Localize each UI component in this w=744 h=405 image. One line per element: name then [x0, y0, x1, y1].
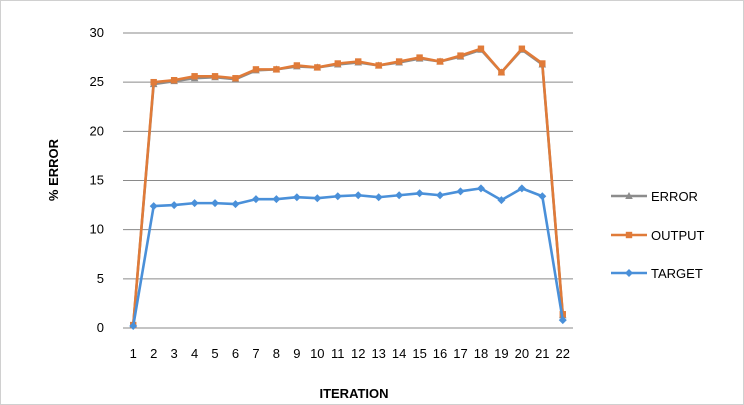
legend-label: TARGET	[651, 266, 703, 281]
data-point-target	[129, 322, 138, 331]
x-tick-label: 17	[453, 346, 467, 361]
series-output	[130, 45, 566, 329]
data-point-target	[149, 202, 158, 211]
legend-swatch-marker	[625, 269, 633, 277]
data-point-target	[395, 191, 404, 200]
data-point-output	[498, 69, 505, 76]
series-target	[129, 184, 567, 331]
legend-label: OUTPUT	[651, 228, 705, 243]
y-tick-label: 25	[90, 74, 104, 89]
data-point-target	[272, 195, 281, 204]
x-tick-label: 11	[331, 346, 345, 361]
data-point-output	[355, 58, 362, 65]
legend-item-error: ERROR	[611, 189, 698, 204]
data-point-output	[273, 66, 280, 73]
x-tick-label: 4	[191, 346, 198, 361]
x-tick-label: 1	[130, 346, 137, 361]
y-tick-label: 5	[97, 271, 104, 286]
series-line-target	[131, 187, 565, 327]
y-tick-label: 10	[90, 222, 104, 237]
data-point-target	[292, 193, 301, 202]
legend-label: ERROR	[651, 189, 698, 204]
y-tick-label: 20	[90, 123, 104, 138]
data-point-target	[211, 199, 220, 208]
series-line-error	[131, 48, 565, 326]
x-tick-label: 8	[273, 346, 280, 361]
data-point-target	[517, 184, 526, 193]
x-tick-label: 9	[293, 346, 300, 361]
data-point-output	[539, 60, 546, 67]
legend-item-output: OUTPUT	[611, 228, 705, 243]
data-point-output	[232, 75, 239, 82]
data-point-output	[293, 62, 301, 69]
data-point-output	[334, 60, 341, 67]
x-tick-label: 2	[150, 346, 157, 361]
data-point-target	[333, 192, 342, 201]
data-point-output	[170, 77, 178, 84]
x-tick-label: 19	[494, 346, 508, 361]
data-point-output	[375, 62, 382, 69]
x-tick-label: 10	[310, 346, 324, 361]
data-point-target	[538, 192, 547, 201]
x-tick-label: 18	[474, 346, 488, 361]
legend: ERROR OUTPUT TARGET	[611, 189, 705, 281]
data-point-target	[436, 191, 445, 200]
x-tick-label: 14	[392, 346, 406, 361]
x-tick-label: 21	[535, 346, 549, 361]
data-point-output	[211, 73, 219, 80]
x-tick-label: 7	[252, 346, 259, 361]
x-tick-labels: 1 2 3 4 5 6 7 8 9 10 11 12 13 14 15 16 17 18 19 20 21 22	[130, 346, 570, 361]
x-tick-label: 22	[556, 346, 570, 361]
data-point-target	[231, 200, 240, 209]
x-tick-label: 12	[351, 346, 365, 361]
y-axis-title: % ERROR	[46, 138, 61, 201]
data-point-output	[395, 58, 403, 65]
data-point-output	[477, 45, 485, 52]
data-point-target	[456, 187, 465, 196]
series-group	[129, 45, 567, 331]
gridlines	[123, 32, 573, 329]
data-point-target	[170, 201, 179, 210]
x-tick-label: 20	[515, 346, 529, 361]
data-point-output	[518, 45, 526, 52]
x-tick-label: 5	[211, 346, 218, 361]
y-tick-label: 0	[97, 320, 104, 335]
data-point-target	[251, 195, 260, 204]
data-point-target	[497, 196, 506, 205]
data-point-target	[476, 184, 485, 193]
series-line-output	[131, 47, 565, 326]
x-tick-label: 6	[232, 346, 239, 361]
legend-item-target: TARGET	[611, 266, 703, 281]
x-tick-label: 15	[412, 346, 426, 361]
x-tick-label: 3	[171, 346, 178, 361]
x-tick-label: 16	[433, 346, 447, 361]
legend-swatch-marker	[625, 192, 633, 199]
data-point-target	[313, 194, 322, 203]
y-tick-label: 15	[90, 173, 104, 188]
data-point-target	[374, 193, 383, 202]
data-point-output	[457, 52, 464, 59]
data-point-output	[416, 54, 423, 61]
y-tick-label: 30	[90, 25, 104, 40]
data-point-output	[150, 78, 157, 86]
data-point-output	[191, 73, 198, 80]
data-point-target	[190, 199, 199, 208]
x-axis-title: ITERATION	[319, 386, 388, 401]
data-point-target	[415, 189, 424, 198]
data-point-target	[558, 316, 567, 325]
data-point-output	[436, 58, 444, 65]
x-tick-label: 13	[371, 346, 385, 361]
data-point-output	[252, 66, 260, 73]
data-point-output	[314, 64, 321, 71]
legend-swatch-marker	[625, 231, 633, 239]
y-tick-labels: 0 5 10 15 20 25 30	[90, 25, 104, 335]
data-point-target	[354, 191, 363, 200]
series-error	[129, 45, 567, 329]
